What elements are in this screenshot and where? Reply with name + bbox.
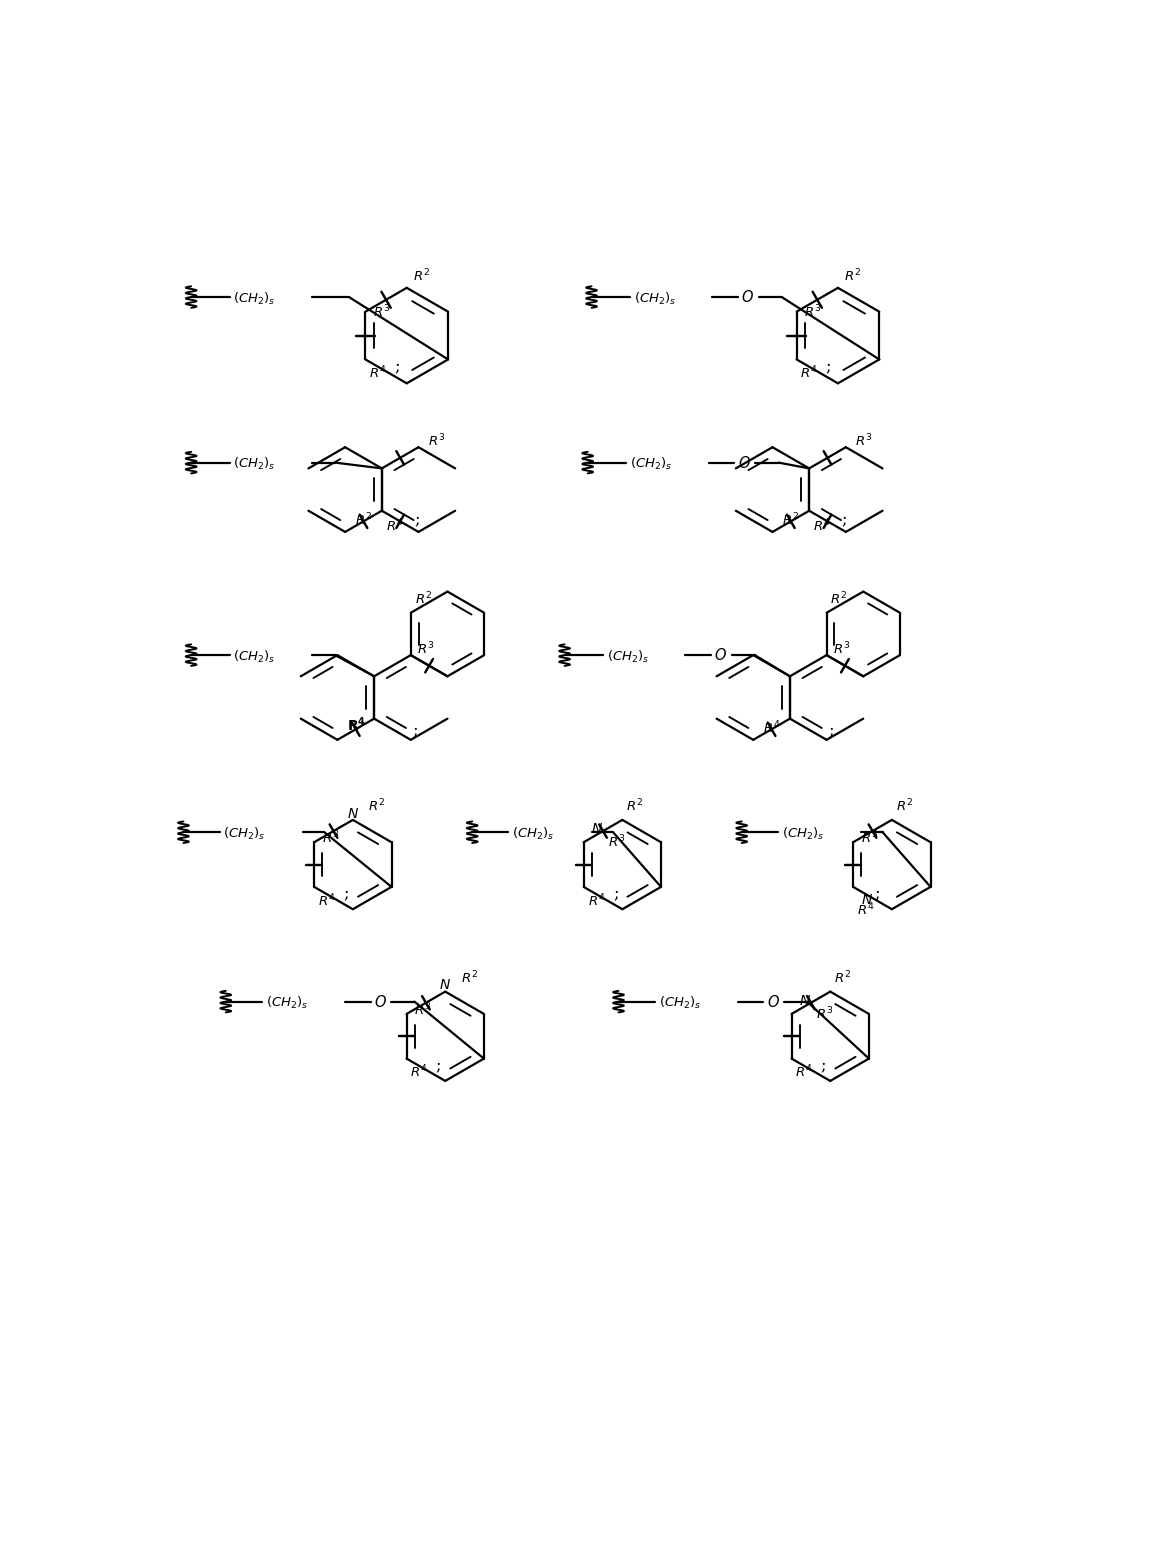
Text: $R^4$: $R^4$	[369, 365, 386, 382]
Text: $N$: $N$	[592, 823, 603, 837]
Text: $R^4$: $R^4$	[385, 517, 403, 534]
Text: $R^3$: $R^3$	[322, 830, 340, 846]
Text: $N$: $N$	[347, 807, 358, 821]
Text: $R^2$: $R^2$	[831, 590, 847, 608]
Text: $R^4$: $R^4$	[763, 720, 781, 737]
Text: $O$: $O$	[714, 647, 727, 664]
Text: $(CH_2)_s$: $(CH_2)_s$	[782, 826, 824, 841]
Text: $R^2$: $R^2$	[627, 798, 643, 815]
Text: $R^2$: $R^2$	[369, 798, 385, 815]
Text: $\mathbf{R^4}$: $\mathbf{R^4}$	[347, 715, 366, 734]
Text: ;: ;	[414, 509, 420, 527]
Text: $R^2$: $R^2$	[896, 798, 913, 815]
Text: $R^3$: $R^3$	[804, 304, 822, 319]
Text: $N$: $N$	[439, 978, 452, 992]
Text: $N$: $N$	[861, 893, 873, 907]
Text: $(CH_2)_s$: $(CH_2)_s$	[634, 290, 677, 307]
Text: ;: ;	[394, 357, 400, 374]
Text: $R^3$: $R^3$	[414, 1002, 432, 1019]
Text: $(CH_2)_s$: $(CH_2)_s$	[630, 456, 672, 472]
Text: $R^3$: $R^3$	[417, 640, 434, 657]
Text: $R^2$: $R^2$	[782, 511, 799, 528]
Text: $N$: $N$	[799, 994, 811, 1008]
Text: $O$: $O$	[767, 994, 780, 1010]
Text: $(CH_2)_s$: $(CH_2)_s$	[512, 826, 554, 841]
Text: ;: ;	[413, 721, 418, 738]
Text: $R^2$: $R^2$	[834, 969, 851, 986]
Text: $(CH_2)_s$: $(CH_2)_s$	[233, 290, 277, 307]
Text: $R^3$: $R^3$	[373, 304, 390, 319]
Text: $(CH_2)_s$: $(CH_2)_s$	[607, 648, 650, 665]
Text: $R^4$: $R^4$	[796, 1064, 813, 1081]
Text: $R^3$: $R^3$	[833, 640, 850, 657]
Text: $R^2$: $R^2$	[355, 511, 372, 528]
Text: $R^2$: $R^2$	[413, 268, 429, 285]
Text: $(CH_2)_s$: $(CH_2)_s$	[224, 826, 266, 841]
Text: $R^4$: $R^4$	[857, 902, 874, 918]
Text: $R^3$: $R^3$	[816, 1005, 833, 1022]
Text: $(CH_2)_s$: $(CH_2)_s$	[266, 996, 308, 1011]
Text: $R^3$: $R^3$	[861, 830, 878, 846]
Text: $R^4$: $R^4$	[319, 893, 335, 908]
Text: $(CH_2)_s$: $(CH_2)_s$	[658, 996, 701, 1011]
Text: $R^4$: $R^4$	[587, 893, 605, 908]
Text: ;: ;	[841, 509, 847, 527]
Text: $R^4$: $R^4$	[801, 365, 818, 382]
Text: $R^4$: $R^4$	[411, 1064, 428, 1081]
Text: $R^2$: $R^2$	[461, 969, 477, 986]
Text: $R^3$: $R^3$	[608, 834, 626, 851]
Text: $O$: $O$	[375, 994, 387, 1010]
Text: $O$: $O$	[738, 455, 750, 471]
Text: $R^4$: $R^4$	[813, 517, 831, 534]
Text: ;: ;	[829, 721, 834, 738]
Text: ;: ;	[875, 885, 880, 902]
Text: $R^2$: $R^2$	[844, 268, 861, 285]
Text: $R^3$: $R^3$	[428, 433, 445, 449]
Text: ;: ;	[343, 885, 349, 902]
Text: ;: ;	[826, 357, 831, 374]
Text: $(CH_2)_s$: $(CH_2)_s$	[233, 648, 277, 665]
Text: $(CH_2)_s$: $(CH_2)_s$	[233, 456, 277, 472]
Text: $O$: $O$	[741, 290, 754, 305]
Text: ;: ;	[613, 885, 619, 902]
Text: ;: ;	[435, 1056, 441, 1073]
Text: ;: ;	[820, 1056, 826, 1073]
Text: $R^2$: $R^2$	[414, 590, 432, 608]
Text: $R^3$: $R^3$	[855, 433, 872, 449]
